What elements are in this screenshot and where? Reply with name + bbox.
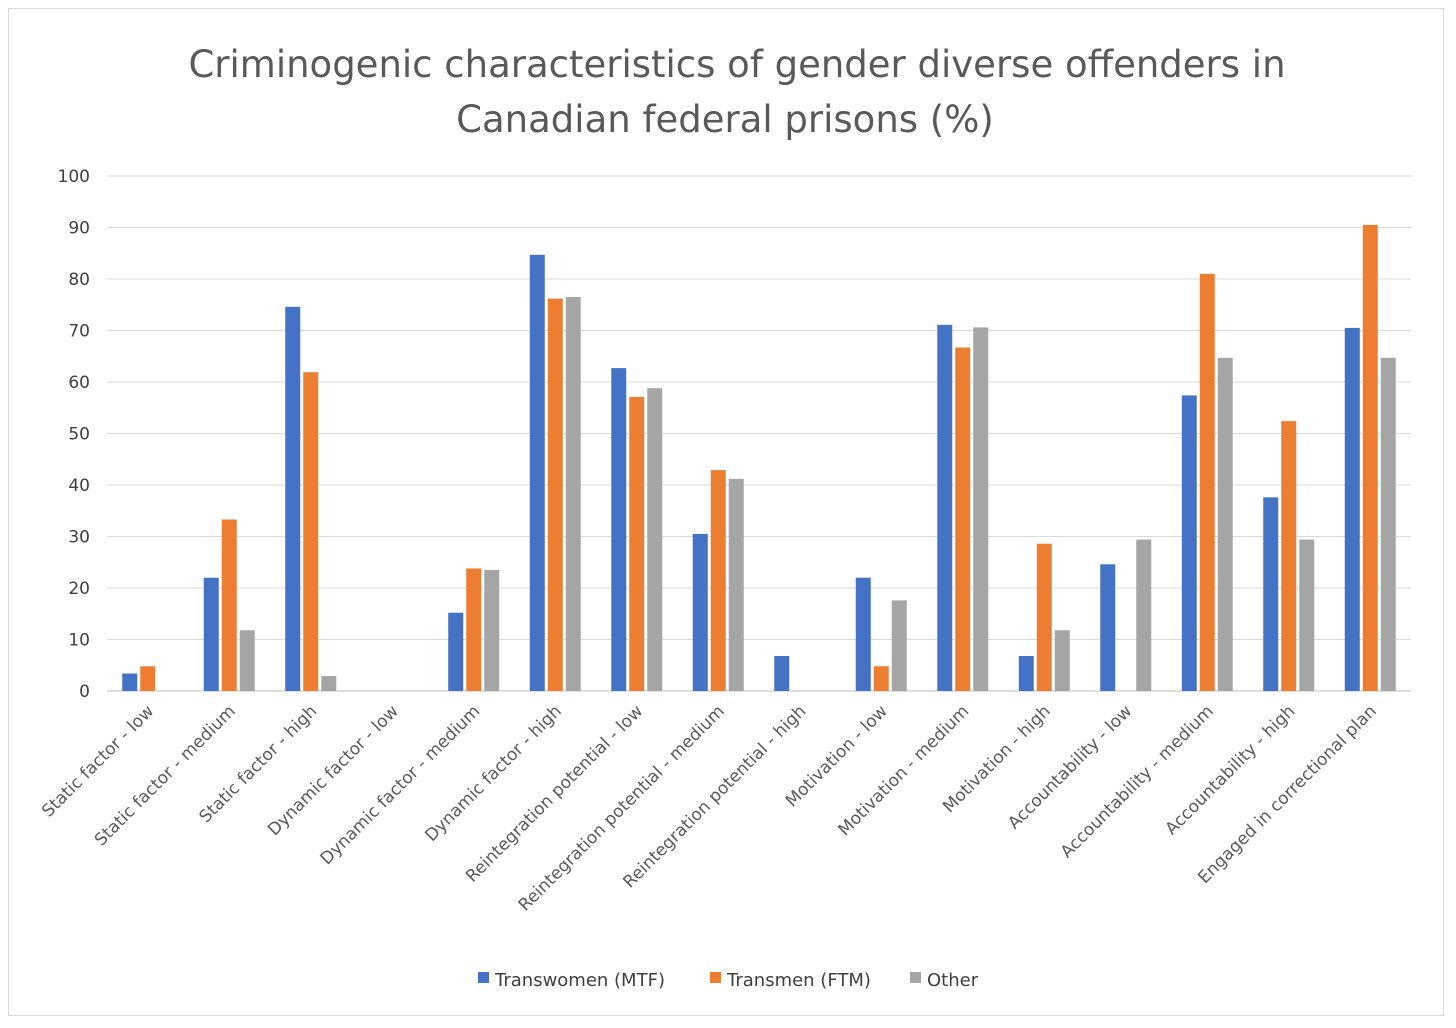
chart-title: Criminogenic characteristics of gender d…: [188, 43, 1285, 141]
chart-title-line-1: Criminogenic characteristics of gender d…: [188, 43, 1285, 86]
bar-mtf: [285, 306, 301, 691]
y-tick-label: 90: [68, 219, 90, 239]
y-tick-label: 70: [68, 322, 90, 342]
legend-swatch: [910, 972, 921, 983]
bar-ftm: [955, 347, 971, 691]
bar-other: [239, 630, 255, 691]
bar-ftm: [547, 298, 563, 691]
bar-other: [1054, 630, 1070, 691]
y-tick-label: 30: [68, 528, 90, 548]
bar-mtf: [122, 673, 138, 691]
bar-other: [1136, 539, 1152, 691]
legend: Transwomen (MTF) Transmen (FTM) Other: [478, 970, 979, 991]
legend-swatch: [710, 972, 721, 983]
bar-ftm: [466, 568, 482, 691]
bar-mtf: [1263, 497, 1279, 691]
bar-other: [647, 388, 663, 691]
x-tick-label: Dynamic factor - medium: [317, 701, 485, 869]
bar-ftm: [1362, 224, 1378, 692]
x-tick-label: Reintegration potential - low: [462, 701, 647, 886]
bar-ftm: [629, 396, 645, 691]
bar-other: [973, 327, 989, 691]
bar-other: [321, 676, 337, 691]
x-tick-label: Dynamic factor - low: [264, 701, 403, 840]
bar-other: [484, 569, 500, 691]
x-tick-label: Engaged in correctional plan: [1194, 701, 1380, 887]
bar-ftm: [873, 666, 889, 691]
y-tick-label: 80: [68, 270, 90, 290]
bar-ftm: [140, 666, 156, 691]
bar-ftm: [303, 372, 319, 691]
gridlines: [107, 175, 1411, 692]
legend-swatch: [478, 972, 489, 983]
bar-mtf: [855, 577, 871, 691]
x-tick-label: Accountability - medium: [1057, 701, 1218, 862]
y-tick-label: 10: [68, 631, 90, 651]
bar-mtf: [937, 324, 953, 691]
x-tick-label: Motivation - medium: [834, 701, 973, 840]
bar-ftm: [1036, 543, 1052, 691]
y-tick-label: 100: [58, 167, 90, 187]
bar-other: [1380, 357, 1396, 691]
x-tick-label: Dynamic factor - high: [421, 701, 565, 845]
bar-mtf: [692, 533, 708, 691]
bar-mtf: [774, 655, 790, 691]
legend-label: Other: [927, 970, 979, 991]
chart-title-line-2: Canadian federal prisons (%): [456, 98, 994, 141]
bar-other: [728, 478, 744, 691]
bar-mtf: [1181, 395, 1197, 691]
bar-ftm: [221, 519, 237, 691]
bar-mtf: [1018, 655, 1034, 691]
y-tick-label: 50: [68, 425, 90, 445]
y-tick-label: 20: [68, 579, 90, 599]
bar-mtf: [529, 254, 545, 692]
bar-other: [1217, 357, 1233, 691]
bar-other: [1299, 539, 1315, 691]
legend-label: Transmen (FTM): [726, 970, 871, 991]
y-tick-label: 0: [79, 682, 90, 702]
y-tick-label: 60: [68, 373, 90, 393]
bar-ftm: [1281, 421, 1297, 691]
bar-mtf: [448, 612, 464, 691]
bar-mtf: [203, 577, 219, 691]
bar-ftm: [1199, 273, 1215, 691]
bar-ftm: [710, 470, 726, 691]
bars: [122, 224, 1396, 692]
bar-mtf: [1100, 564, 1116, 691]
y-tick-label: 40: [68, 476, 90, 496]
legend-label: Transwomen (MTF): [494, 970, 665, 991]
y-axis: 0 10 20 30 40 50 60 70 80 90 100: [58, 167, 90, 702]
bar-other: [891, 600, 907, 691]
bar-mtf: [1344, 327, 1360, 691]
bar-mtf: [611, 368, 627, 691]
x-tick-label: Static factor - medium: [91, 701, 240, 850]
bar-other: [565, 297, 581, 691]
